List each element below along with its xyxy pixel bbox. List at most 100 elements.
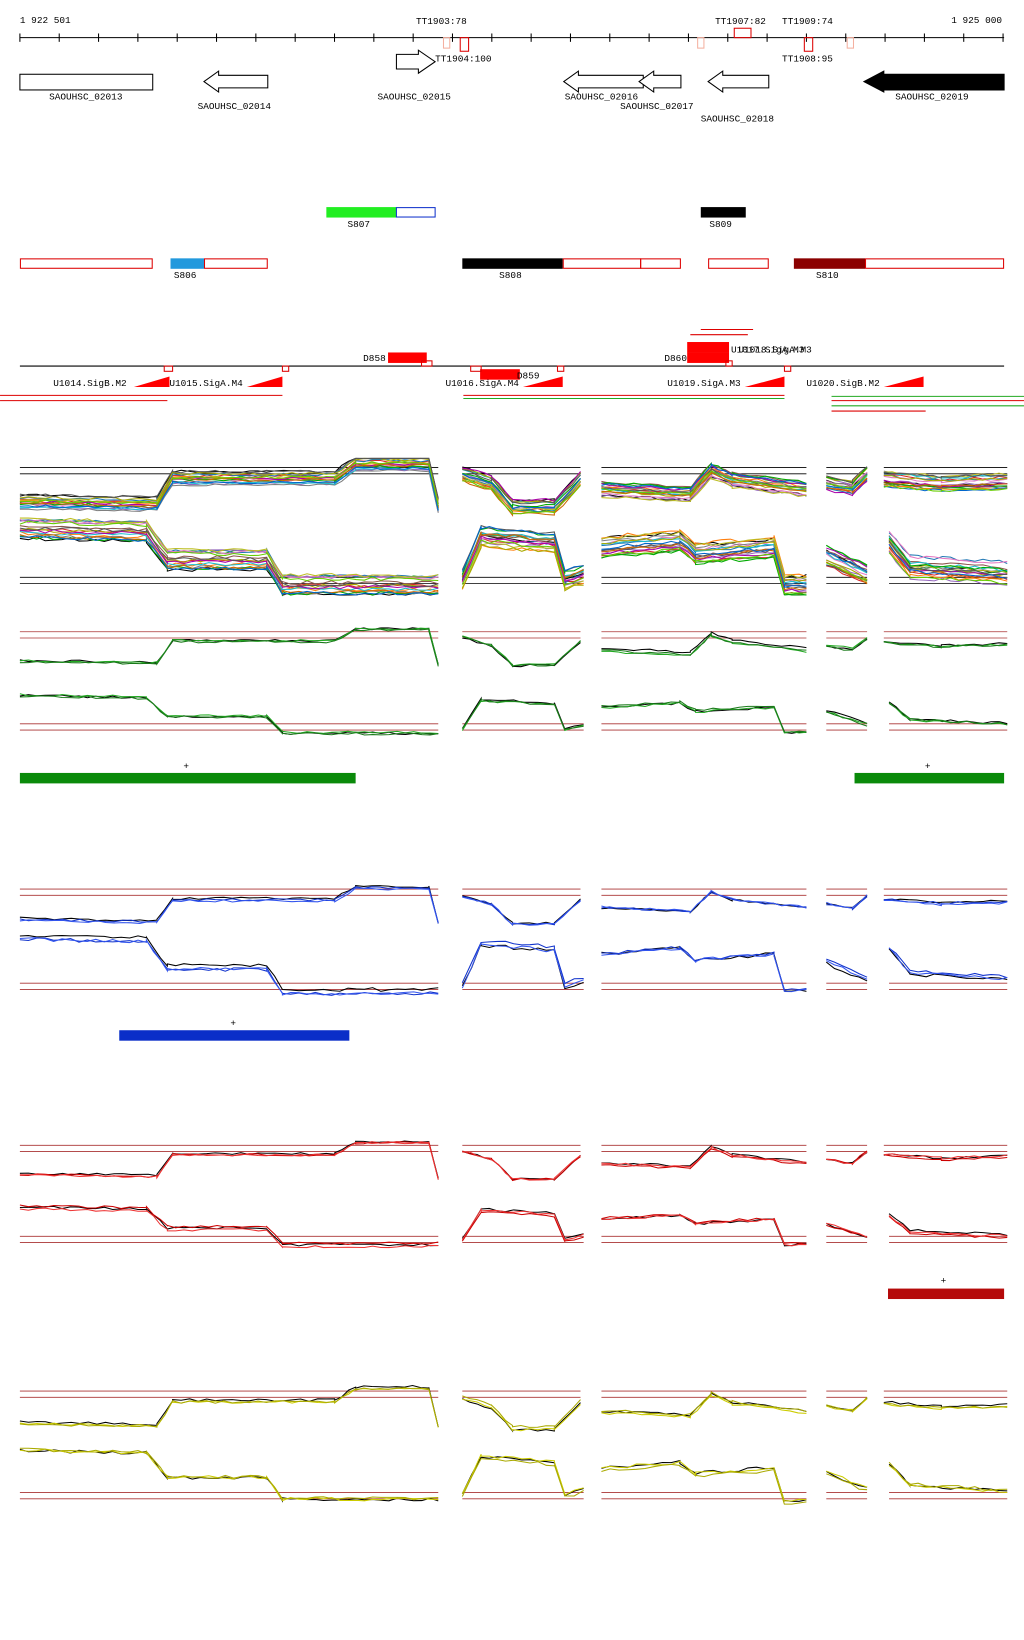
gene [638, 70, 682, 94]
expression-profile [888, 1213, 1008, 1237]
expression-profile [601, 699, 807, 733]
expression-profile [461, 1458, 584, 1497]
segment-label: S807 [347, 219, 370, 230]
sign: + [941, 1275, 947, 1286]
ruler-start: 1 922 501 [20, 15, 71, 26]
expression-profile [19, 935, 439, 992]
expression-profile [888, 1461, 1008, 1491]
expression-profile [461, 531, 584, 579]
ruler: 1 922 501 1 925 000 [19, 15, 1005, 42]
segment [793, 258, 865, 269]
promoter-marker [470, 365, 482, 372]
expression-profile [462, 1398, 581, 1432]
expression-profile [19, 1204, 439, 1245]
expression-profile [601, 462, 807, 491]
gene-label: SAOUHSC_02013 [49, 91, 123, 102]
promoter-ramp [744, 376, 785, 387]
promoter-label: D860 [664, 353, 687, 364]
condition-bars: + + + + [19, 761, 1005, 1300]
expression-profile [19, 1207, 439, 1249]
expression-profile [601, 546, 807, 593]
terminator-label: TT1907:82 [715, 16, 766, 27]
expression-profile [826, 711, 868, 727]
segment [203, 258, 268, 269]
gene-label: SAOUHSC_02016 [565, 91, 639, 102]
terminator [442, 37, 451, 49]
expression-profile [888, 1216, 1008, 1239]
expression-tracks [19, 457, 1008, 1505]
expression-profile [19, 693, 439, 735]
expression-profile [601, 1145, 807, 1168]
expression-profile [601, 1460, 807, 1502]
gene-label: SAOUHSC_02018 [701, 113, 775, 124]
expression-profile [19, 462, 439, 507]
condition-bar [19, 772, 356, 784]
expression-profile [825, 551, 868, 574]
expression-profile [601, 470, 807, 499]
expression-profile [826, 466, 868, 484]
gene [19, 73, 154, 91]
promoter-label: U1019.SigA.M3 [667, 378, 741, 389]
gene [862, 70, 1005, 93]
expression-profile [888, 1465, 1008, 1493]
expression-profile [826, 1151, 868, 1165]
expression-profile [826, 547, 868, 568]
expression-profile [19, 1384, 439, 1428]
segment [19, 258, 153, 269]
promoter-label: U1018.SigA.M3 [738, 344, 812, 355]
promoter-box [687, 342, 730, 353]
promoter-ramp [883, 376, 924, 387]
expression-profile [883, 641, 1008, 649]
expression-profile [601, 947, 807, 993]
segment [640, 258, 681, 269]
expression-profile [826, 474, 868, 489]
gene [395, 49, 437, 75]
expression-profile [601, 1394, 807, 1419]
expression-profile [888, 537, 1008, 573]
terminator-label: TT1909:74 [782, 16, 833, 27]
promoter-marker [556, 365, 565, 372]
promoter-marker [783, 365, 792, 372]
expression-profile [461, 942, 584, 989]
expression-profile [826, 552, 868, 572]
expression-profile [19, 1448, 439, 1502]
expression-profile [883, 641, 1008, 649]
expression-profile [888, 702, 1008, 726]
expression-profile [888, 1215, 1008, 1237]
expression-profile [19, 531, 439, 592]
expression-profile [461, 943, 584, 990]
expression-profile [461, 1454, 584, 1497]
expression-profile [888, 546, 1008, 580]
gene-label: SAOUHSC_02019 [895, 91, 968, 102]
expression-profile [883, 484, 1008, 493]
promoter-label: U1017.SigA.M3 [731, 344, 805, 355]
expression-profile [826, 639, 868, 651]
expression-profile [883, 482, 1008, 488]
expression-profile [19, 535, 439, 596]
promoter-ramp [246, 376, 283, 387]
promoter-box [388, 352, 427, 363]
expression-profile [825, 553, 868, 576]
expression-profile [462, 1395, 581, 1429]
promoter-box [480, 369, 520, 380]
expression-profile [461, 697, 584, 731]
expression-profile [19, 627, 439, 665]
expression-profile [888, 947, 1008, 981]
expression-profile [462, 467, 581, 503]
expression-profile [19, 525, 439, 586]
expression-profile [461, 1207, 584, 1241]
sign: + [183, 761, 189, 772]
expression-profile [19, 529, 439, 590]
segment [395, 207, 436, 218]
expression-profile [601, 539, 807, 588]
expression-profile [826, 958, 868, 978]
expression-profile [888, 544, 1008, 579]
expression-profile [19, 695, 439, 736]
gene [707, 70, 770, 94]
expression-profile [461, 543, 584, 592]
expression-profile [826, 565, 868, 584]
promoter-marker [281, 365, 290, 372]
terminator-label: TT1903:78 [416, 16, 467, 27]
expression-profile [19, 469, 439, 513]
expression-profile [826, 562, 868, 581]
